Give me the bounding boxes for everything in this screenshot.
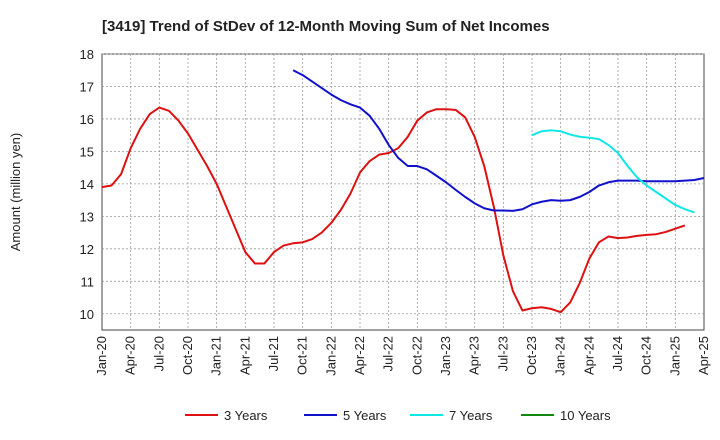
y-axis-ticks: 10 11 12 13 14 15 16 17 18 xyxy=(80,47,94,322)
legend-item-5-years: 5 Years xyxy=(304,408,387,423)
x-tick-label: Jan-24 xyxy=(553,336,568,376)
y-axis-label: Amount (million yen) xyxy=(8,133,23,252)
y-tick-label: 18 xyxy=(80,47,94,62)
x-tick-label: Jan-20 xyxy=(94,336,109,376)
y-tick-label: 15 xyxy=(80,144,94,159)
x-tick-label: Apr-23 xyxy=(467,336,482,375)
y-tick-label: 17 xyxy=(80,79,94,94)
y-tick-label: 12 xyxy=(80,242,94,257)
x-tick-label: Jul-22 xyxy=(381,336,396,371)
legend-item-10-years: 10 Years xyxy=(521,408,611,423)
x-tick-label: Apr-20 xyxy=(123,336,138,375)
x-tick-label: Jul-24 xyxy=(610,336,625,371)
y-tick-label: 13 xyxy=(80,209,94,224)
legend-label: 10 Years xyxy=(560,408,611,423)
x-tick-label: Jul-21 xyxy=(266,336,281,371)
series-line-7-years xyxy=(531,129,695,214)
x-tick-label: Jul-23 xyxy=(495,336,510,371)
y-tick-label: 14 xyxy=(80,177,94,192)
x-tick-label: Jan-22 xyxy=(323,336,338,376)
x-tick-label: Oct-21 xyxy=(295,336,310,375)
x-tick-label: Jan-21 xyxy=(209,336,224,376)
x-axis-ticks: Jan-20 Apr-20 Jul-20 Oct-20 Jan-21 Apr-21 Jul-… xyxy=(94,336,711,376)
series-lines xyxy=(101,69,705,314)
legend-label: 3 Years xyxy=(224,408,268,423)
plot-area xyxy=(101,53,705,331)
y-tick-label: 10 xyxy=(80,307,94,322)
x-tick-label: Oct-20 xyxy=(180,336,195,375)
x-tick-label: Oct-23 xyxy=(524,336,539,375)
grid-lines xyxy=(102,53,704,330)
x-tick-label: Jan-25 xyxy=(667,336,682,376)
x-tick-label: Apr-21 xyxy=(237,336,252,375)
y-tick-label: 16 xyxy=(80,112,94,127)
x-tick-label: Oct-24 xyxy=(639,336,654,375)
x-tick-label: Jul-20 xyxy=(151,336,166,371)
x-tick-label: Apr-24 xyxy=(581,336,596,375)
x-tick-label: Apr-25 xyxy=(696,336,711,375)
legend-label: 5 Years xyxy=(343,408,387,423)
y-tick-label: 11 xyxy=(81,274,95,289)
legend: 3 Years 5 Years 7 Years 10 Years xyxy=(185,408,611,423)
legend-item-7-years: 7 Years xyxy=(410,408,493,423)
x-tick-label: Apr-22 xyxy=(352,336,367,375)
chart-title: [3419] Trend of StDev of 12-Month Moving… xyxy=(102,18,550,35)
x-tick-label: Oct-22 xyxy=(409,336,424,375)
legend-label: 7 Years xyxy=(449,408,493,423)
legend-item-3-years: 3 Years xyxy=(185,408,268,423)
x-tick-label: Jan-23 xyxy=(438,336,453,376)
series-line-5-years xyxy=(292,69,705,212)
